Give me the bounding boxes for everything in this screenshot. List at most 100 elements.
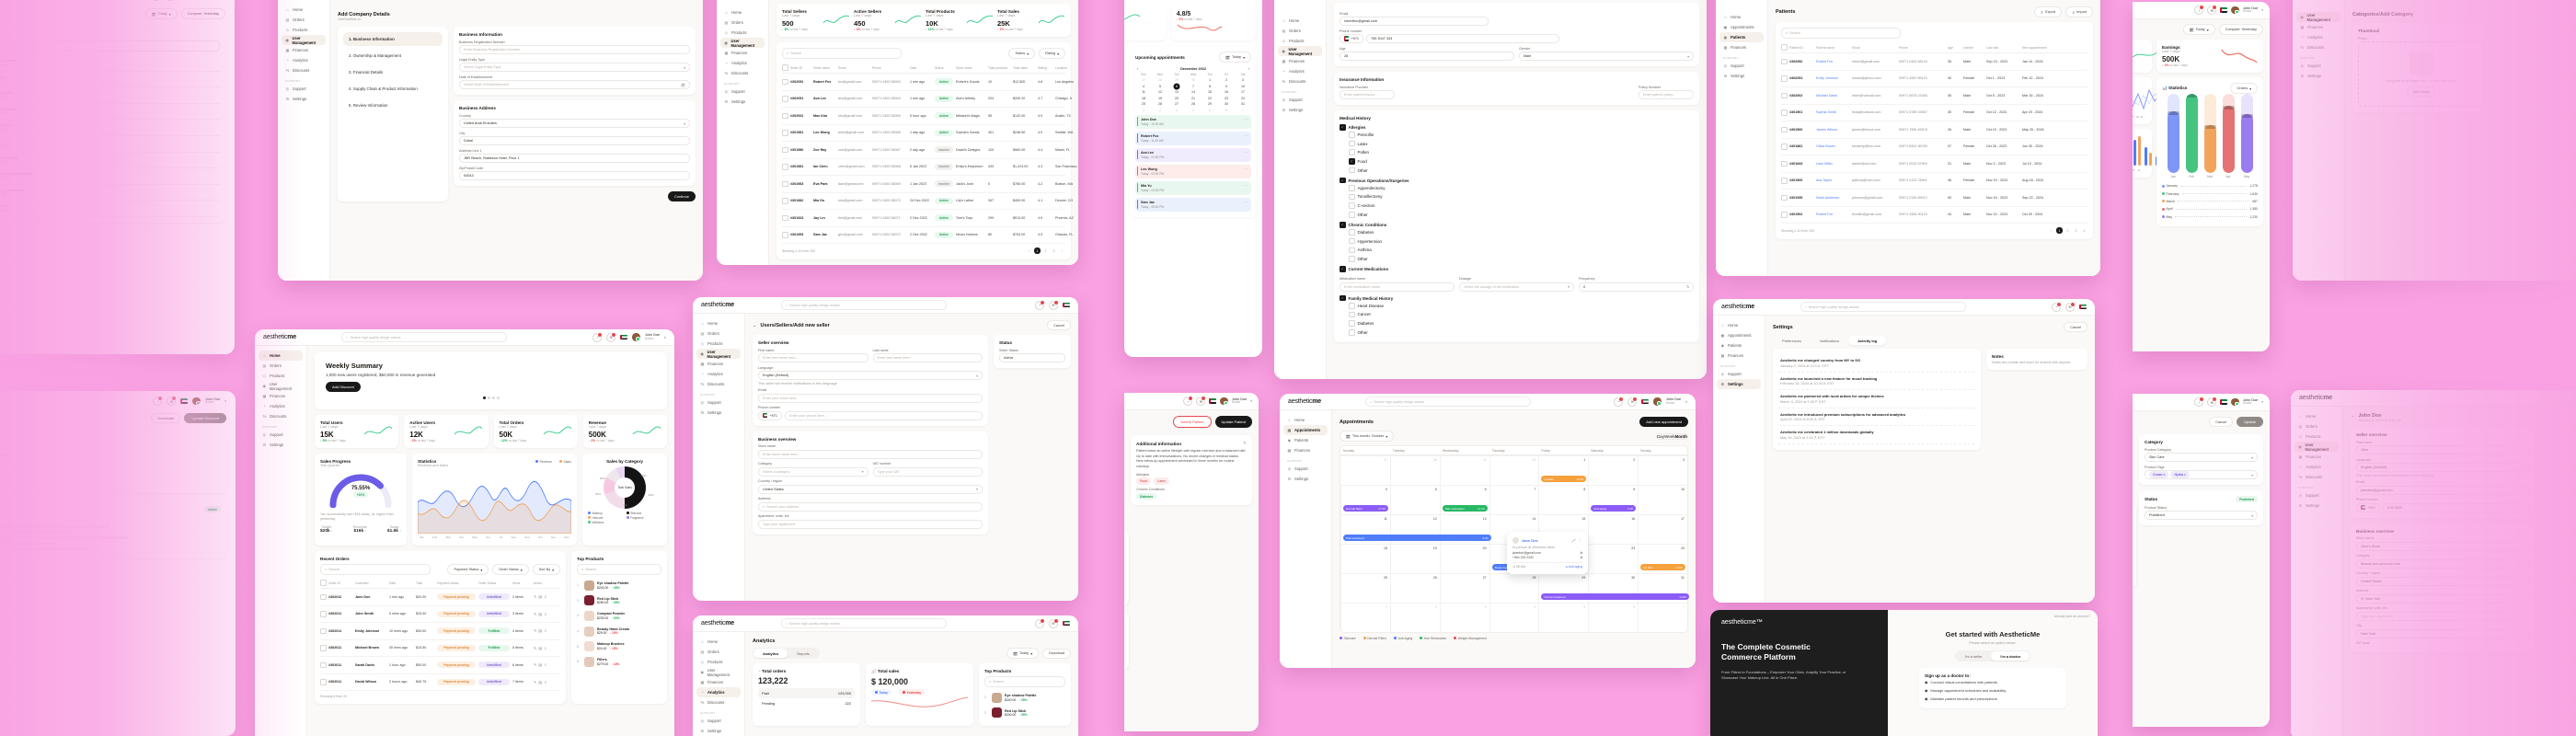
language-select[interactable]: English (Default) ▾ bbox=[758, 371, 983, 380]
sidebar-item[interactable]: % Discounts bbox=[700, 700, 725, 705]
messages-icon[interactable]: ✉ bbox=[2207, 397, 2218, 407]
appointment-item[interactable]: Mia Yu Today - 04:00 PM ··· bbox=[1135, 180, 1251, 195]
sidebar-item[interactable]: ⌂ Home bbox=[1721, 323, 1739, 328]
checkbox-option[interactable]: Latex bbox=[1349, 139, 1694, 148]
product-list-item[interactable]: 1 Eye shadow Palette $240.00↑ 25% bbox=[577, 580, 629, 591]
patient-name-link[interactable]: Michael Davis bbox=[1816, 93, 1837, 98]
order-status-filter[interactable]: Order Status ▾ bbox=[492, 564, 529, 575]
more-options-icon[interactable]: ⋮ bbox=[1578, 537, 1583, 543]
dial-code-select[interactable]: +971 bbox=[1340, 34, 1363, 43]
business-registration-input[interactable]: Enter Business Registration Number bbox=[459, 45, 690, 54]
cancel-button[interactable]: Cancel bbox=[1047, 320, 1071, 330]
calendar-day[interactable]: 26 bbox=[1158, 102, 1162, 106]
sidebar-item[interactable]: ⌂ Home bbox=[725, 10, 742, 15]
calendar-cell[interactable]: 10 bbox=[1638, 485, 1687, 514]
global-search-input[interactable]: ⌕ Search high quality design assets bbox=[1800, 302, 1966, 312]
notifications-bell-icon[interactable]: ◔ bbox=[1183, 396, 1194, 406]
row-checkbox[interactable] bbox=[1781, 160, 1788, 167]
settings-tab[interactable]: Activity log bbox=[1848, 336, 1887, 345]
notifications-bell-icon[interactable]: ◔ bbox=[2194, 397, 2205, 407]
phone-input[interactable]: Enter your phone here... bbox=[785, 410, 983, 420]
table-row[interactable]: #301953 Sam Jae geo@gmail.com 00971 0453… bbox=[782, 227, 1073, 244]
app-logo[interactable]: aestheticme bbox=[1288, 398, 1321, 405]
notifications-bell-icon[interactable]: ◔ bbox=[1614, 396, 1625, 407]
table-row[interactable]: #301981 Leo Wong alice@gmail.com 00971 0… bbox=[782, 125, 1073, 142]
app-logo[interactable]: aestheticme bbox=[2299, 395, 2332, 401]
calendar-cell[interactable]: 14 bbox=[1489, 514, 1539, 544]
sidebar-item[interactable]: ◇ Products bbox=[724, 30, 747, 35]
medication-name-input[interactable]: Enter medication name bbox=[1340, 282, 1455, 292]
edit-icon[interactable]: ✎ bbox=[1243, 441, 1247, 445]
calendar-cell[interactable]: 30 bbox=[1588, 573, 1639, 603]
messages-icon[interactable]: ✉ bbox=[606, 331, 617, 342]
today-dropdown[interactable]: 🗓 Today ▾ bbox=[2182, 24, 2215, 35]
calendar-day[interactable]: 20 bbox=[1175, 96, 1179, 100]
checkbox-option[interactable]: Other bbox=[1349, 328, 1694, 338]
sidebar-item[interactable]: ◔ Analytics bbox=[2301, 35, 2323, 40]
sidebar-item[interactable]: ▦ Finances bbox=[262, 394, 285, 398]
copy-icon[interactable]: ⧉ bbox=[1580, 556, 1582, 559]
sidebar-item[interactable]: ⌂ Home bbox=[1724, 15, 1742, 19]
sellers-search[interactable]: ⌕ Search bbox=[782, 48, 902, 59]
calendar-cell[interactable]: 2 bbox=[1389, 603, 1440, 632]
back-button[interactable]: ← bbox=[2351, 413, 2355, 418]
country-field[interactable]: United States bbox=[2356, 576, 2529, 586]
messages-icon[interactable]: ✉ bbox=[1627, 396, 1639, 407]
row-checkbox[interactable] bbox=[320, 627, 327, 634]
checkbox-option[interactable]: C-section bbox=[1349, 201, 1694, 211]
calendar-day[interactable]: 25 bbox=[1142, 102, 1145, 106]
chevron-down-icon[interactable]: ▾ bbox=[2261, 8, 2263, 12]
checkbox-option[interactable]: Other bbox=[1349, 211, 1694, 220]
establishment-date-input[interactable]: Select Date of Establishment 🗓 bbox=[459, 80, 690, 89]
row-checkbox[interactable] bbox=[782, 164, 788, 170]
chevron-down-icon[interactable]: ▾ bbox=[224, 399, 226, 403]
uae-flag-icon[interactable] bbox=[620, 334, 628, 340]
group-checkbox[interactable] bbox=[1340, 177, 1346, 184]
calendar-day[interactable]: 24 bbox=[1241, 96, 1245, 100]
calendar-cell[interactable]: 6 Hair restoration 11:00 bbox=[1439, 485, 1489, 514]
pagination[interactable]: ‹ 1 2 3 › bbox=[1028, 247, 1064, 254]
row-checkbox[interactable] bbox=[782, 112, 788, 119]
email-input[interactable]: Enter your email here... bbox=[758, 393, 983, 403]
address-field[interactable]: ◎ New York bbox=[2356, 593, 2529, 604]
calendar-day[interactable]: 10 bbox=[1241, 84, 1245, 88]
calendar-cell[interactable]: 17 bbox=[1638, 514, 1687, 544]
edit-icon[interactable]: ✎ bbox=[534, 594, 537, 600]
table-row[interactable]: #301900 Ava Taylor patricia@msn.com 0097… bbox=[1781, 173, 2087, 190]
wizard-step[interactable]: 4. Supply Chain & Product Information bbox=[343, 82, 443, 96]
patient-name-link[interactable]: Noah Anderson bbox=[1816, 195, 1840, 200]
sidebar-item[interactable]: ◇ Products bbox=[700, 341, 723, 346]
sidebar-item[interactable]: ◇ Products bbox=[285, 28, 308, 32]
calendar-cell[interactable]: 23 bbox=[1588, 544, 1639, 573]
appointment-item[interactable]: Robert Fox Today - 11:30 AM ··· bbox=[1135, 131, 1251, 145]
calendar-cell[interactable]: 19 bbox=[1389, 544, 1440, 573]
popup-patient-link[interactable]: Jane Doe bbox=[1522, 538, 1538, 543]
sidebar-item[interactable]: ◉ User Management bbox=[1278, 46, 1322, 56]
order-row[interactable]: #302011 Sarah Davis 1 hour ago $50.00 Pa… bbox=[320, 657, 560, 674]
sidebar-item[interactable]: ⚙ Settings bbox=[285, 97, 307, 101]
carousel-dots[interactable] bbox=[326, 396, 656, 400]
calendar-cell[interactable]: 13 bbox=[1439, 514, 1489, 544]
product-list-item[interactable]: 4 Beauty Hand Cream $29.99↓ 15% bbox=[0, 104, 220, 121]
zip-input[interactable]: 54543 bbox=[459, 171, 690, 180]
sidebar-item[interactable]: ◎ Support bbox=[285, 86, 306, 91]
sidebar-item[interactable]: ◎ Support bbox=[700, 719, 721, 723]
sidebar-item[interactable]: ◉ User Management bbox=[2296, 12, 2340, 22]
compare-button[interactable]: Compare: Yesterday bbox=[180, 8, 225, 19]
export-button[interactable]: ⇪ Export bbox=[2033, 6, 2063, 17]
calendar-event[interactable]: Ozone treatment 14:00 bbox=[1541, 593, 1689, 600]
table-row[interactable]: #301901 Sophia Smith linda@outlook.com 0… bbox=[1781, 105, 2087, 121]
sidebar-item-settings[interactable]: ⚙ Settings bbox=[1717, 379, 1761, 389]
messages-icon[interactable]: ✉ bbox=[2207, 5, 2218, 15]
global-search-input[interactable]: ⌕ Search high quality design assets bbox=[780, 300, 947, 310]
calendar-cell[interactable]: 5 bbox=[1538, 603, 1589, 632]
sidebar-item[interactable]: % Discounts bbox=[285, 68, 310, 73]
calendar-day[interactable]: 6 bbox=[1225, 108, 1227, 112]
box-icon[interactable]: ▤ bbox=[538, 611, 543, 616]
table-row[interactable]: #301981 Ian Chen chen@gmail.com 00971 04… bbox=[782, 159, 1077, 176]
sidebar-item[interactable]: ◉ User Management bbox=[700, 667, 730, 677]
table-row[interactable]: #301900 James Wilson james@icloud.com 00… bbox=[1781, 121, 2087, 139]
calendar-day[interactable]: 31 bbox=[1241, 102, 1245, 106]
patient-name-link[interactable]: Ava Taylor bbox=[1816, 178, 1833, 183]
sidebar-item[interactable]: ◉ Patients bbox=[1719, 32, 1764, 42]
